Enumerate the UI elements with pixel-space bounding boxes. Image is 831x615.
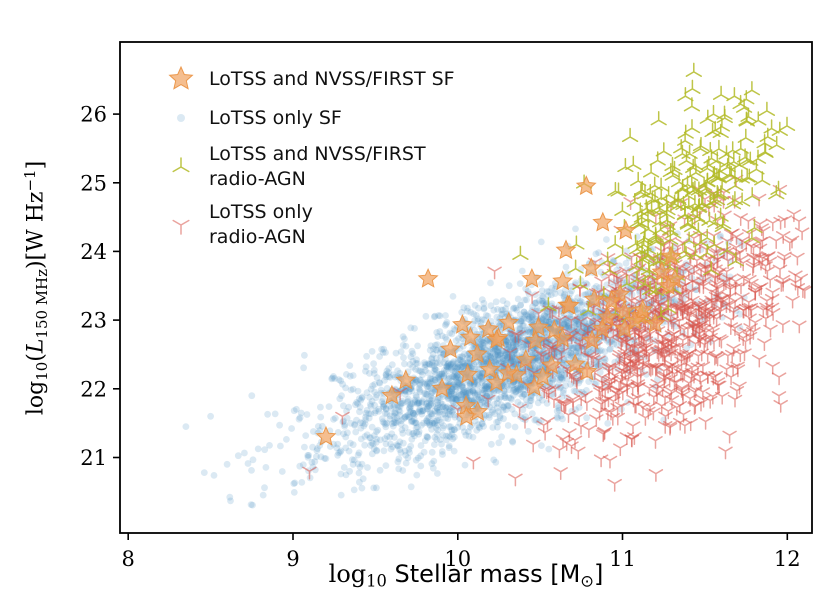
- svg-text:8: 8: [122, 547, 135, 571]
- x-axis-label: log10 Stellar mass [M⊙]: [328, 560, 604, 591]
- svg-text:24: 24: [80, 240, 107, 264]
- svg-text:10: 10: [444, 547, 471, 571]
- tri-up-marker-icon: [158, 152, 204, 182]
- legend: LoTSS and NVSS/FIRST SF LoTSS only SF Lo…: [158, 64, 455, 250]
- legend-item-lotss-nvss-first-sf: LoTSS and NVSS/FIRST SF: [158, 64, 455, 94]
- svg-text:25: 25: [80, 171, 107, 195]
- svg-text:21: 21: [80, 446, 107, 470]
- legend-label: LoTSS and NVSS/FIRST radio-AGN: [209, 143, 426, 190]
- legend-label: LoTSS only SF: [209, 106, 342, 129]
- tri-down-marker-icon: [158, 210, 204, 240]
- svg-text:26: 26: [80, 103, 107, 127]
- star-icon: [158, 64, 204, 94]
- legend-item-lotss-only-sf: LoTSS only SF: [158, 103, 455, 133]
- legend-item-lotss-nvss-first-radio-agn: LoTSS and NVSS/FIRST radio-AGN: [158, 142, 455, 191]
- legend-label: LoTSS only radio-AGN: [209, 201, 313, 249]
- svg-text:23: 23: [80, 309, 107, 333]
- legend-label: LoTSS and NVSS/FIRST SF: [209, 67, 455, 90]
- svg-text:11: 11: [609, 547, 636, 571]
- circle-marker-icon: [158, 103, 204, 133]
- svg-text:12: 12: [774, 547, 801, 571]
- legend-item-lotss-only-radio-agn: LoTSS only radio-AGN: [158, 200, 455, 249]
- y-axis-label: log10(L150 MHz)[W Hz−1]: [21, 160, 51, 416]
- svg-text:22: 22: [80, 377, 107, 401]
- svg-text:9: 9: [286, 547, 299, 571]
